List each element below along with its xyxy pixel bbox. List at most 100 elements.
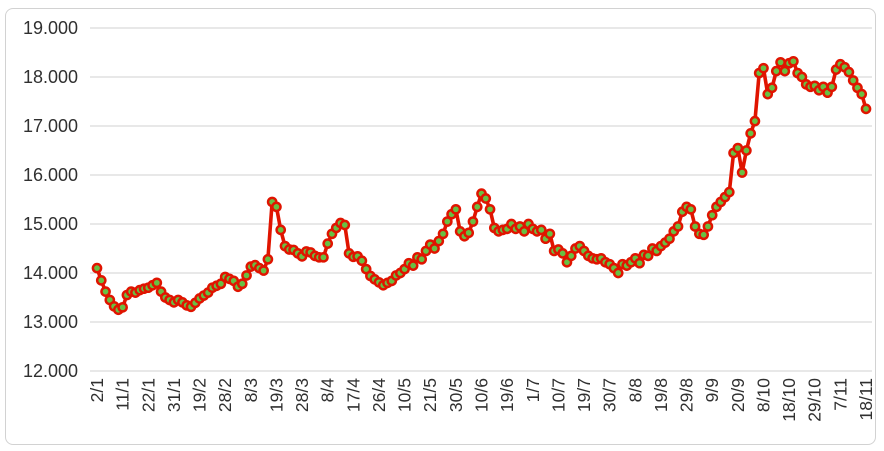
data-point-marker — [433, 235, 445, 247]
y-axis-tick-label: 14.000 — [23, 263, 78, 283]
data-point-marker — [749, 115, 761, 127]
data-point-marker — [535, 224, 547, 236]
x-axis-tick-label: 30/7 — [600, 378, 620, 412]
data-point-marker — [702, 221, 714, 232]
x-axis-tick-label: 18/11 — [856, 378, 876, 421]
data-point-marker — [826, 81, 838, 93]
data-point-marker — [796, 71, 808, 83]
x-axis-tick-label: 8/4 — [318, 378, 338, 403]
data-point-marker — [664, 233, 675, 245]
x-axis-tick-label: 22/1 — [138, 378, 158, 412]
chart-frame — [5, 8, 876, 445]
data-point-marker — [318, 251, 329, 263]
data-point-marker — [322, 238, 334, 249]
data-point-marker — [241, 270, 252, 281]
data-point-marker — [565, 250, 577, 262]
data-point-marker — [441, 216, 453, 227]
x-axis-tick-label: 8/10 — [753, 378, 773, 412]
data-point-marker — [450, 203, 462, 215]
data-point-marker — [860, 103, 872, 115]
x-axis-tick-label: 29/8 — [677, 378, 697, 412]
data-point-marker — [91, 262, 103, 274]
data-point-marker — [634, 257, 645, 269]
data-point-marker — [736, 167, 748, 178]
data-point-marker — [698, 229, 710, 241]
x-axis-tick-label: 9/9 — [702, 378, 722, 402]
x-axis-tick-label: 10/7 — [548, 378, 568, 412]
data-point-marker — [642, 250, 654, 262]
x-axis-tick-label: 28/2 — [215, 378, 235, 412]
data-point-marker — [437, 228, 449, 240]
data-point-marker — [480, 193, 492, 204]
data-point-marker — [429, 243, 440, 254]
data-point-marker — [856, 88, 868, 100]
data-point-marker — [236, 278, 248, 290]
x-axis-tick-label: 8/8 — [625, 378, 645, 402]
y-axis-tick-label: 17.000 — [23, 116, 78, 136]
data-point-marker — [356, 255, 368, 267]
x-axis-tick-label: 17/4 — [343, 378, 363, 412]
x-axis-tick-label: 2/1 — [87, 378, 107, 402]
y-axis-tick-label: 13.000 — [23, 312, 78, 332]
x-axis-tick-label: 19/3 — [266, 378, 286, 412]
x-axis-tick-label: 31/1 — [164, 378, 184, 412]
data-point-marker — [275, 224, 287, 236]
data-point-marker — [100, 286, 111, 297]
y-axis-tick-label: 16.000 — [23, 165, 78, 185]
y-axis-tick-label: 12.000 — [23, 361, 78, 381]
data-point-marker — [732, 142, 744, 154]
data-point-marker — [766, 82, 778, 94]
x-axis-tick-label: 21/5 — [420, 378, 440, 412]
data-point-marker — [467, 216, 479, 227]
data-point-marker — [463, 227, 475, 239]
x-axis-tick-label: 11/1 — [113, 378, 133, 411]
data-point-marker — [770, 65, 782, 77]
x-axis-tick-label: 8/3 — [241, 378, 261, 402]
x-axis-tick-label: 10/6 — [472, 378, 492, 412]
x-axis-tick-label: 26/4 — [369, 378, 389, 412]
data-point-marker — [151, 277, 163, 289]
data-point-marker — [723, 186, 735, 198]
data-point-marker — [758, 62, 769, 74]
data-point-marker — [262, 253, 274, 265]
x-axis-tick-label: 18/10 — [779, 378, 799, 422]
data-point-marker — [544, 228, 556, 240]
data-point-marker — [706, 209, 718, 221]
data-point-marker — [779, 65, 791, 77]
data-point-marker — [95, 275, 107, 286]
data-point-marker — [788, 55, 799, 67]
data-point-marker — [407, 260, 419, 271]
x-axis-tick-label: 10/5 — [395, 378, 415, 412]
x-axis-tick-label: 30/5 — [446, 378, 466, 412]
x-axis-tick-label: 19/7 — [574, 378, 594, 412]
data-point-marker — [612, 267, 624, 279]
data-point-marker — [416, 253, 428, 265]
data-point-marker — [672, 221, 684, 232]
data-point-marker — [271, 201, 282, 213]
x-axis-tick-label: 19/2 — [190, 378, 210, 412]
y-axis-tick-label: 19.000 — [23, 18, 78, 38]
data-point-marker — [843, 66, 855, 78]
data-point-marker — [685, 203, 697, 215]
data-point-marker — [745, 128, 757, 139]
data-point-marker — [775, 56, 786, 68]
data-point-marker — [471, 201, 483, 213]
x-axis-tick-label: 7/11 — [830, 378, 850, 411]
data-point-marker — [557, 248, 569, 259]
x-axis-tick-label: 28/3 — [292, 378, 312, 412]
data-point-marker — [484, 203, 496, 215]
data-point-marker — [258, 265, 269, 276]
x-axis-tick-label: 1/7 — [523, 378, 543, 402]
data-point-marker — [117, 301, 128, 313]
y-axis-tick-label: 18.000 — [23, 67, 78, 87]
y-axis-tick-label: 15.000 — [23, 214, 78, 234]
x-axis-tick-label: 19/6 — [497, 378, 517, 412]
data-point-marker — [689, 221, 701, 232]
data-point-marker — [339, 219, 351, 231]
x-axis-tick-label: 19/8 — [651, 378, 671, 412]
x-axis-tick-label: 29/10 — [805, 378, 825, 422]
data-point-marker — [741, 145, 752, 156]
x-axis-tick-label: 20/9 — [728, 378, 748, 412]
data-point-marker — [847, 75, 859, 86]
